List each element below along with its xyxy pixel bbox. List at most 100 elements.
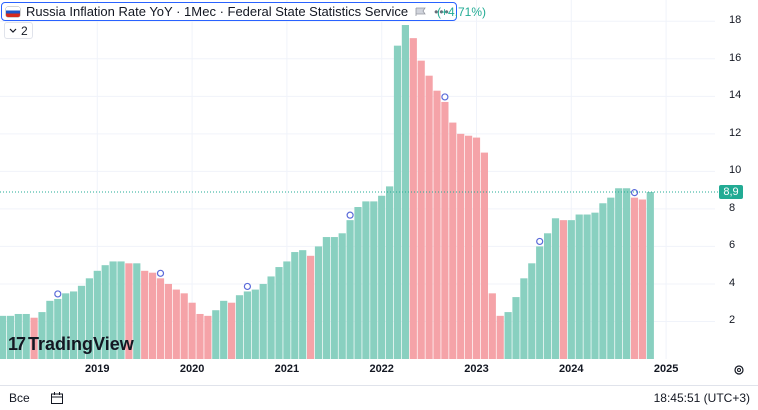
bar-56[interactable] — [441, 101, 449, 359]
bar-38[interactable] — [299, 250, 307, 359]
bar-57[interactable] — [449, 122, 457, 359]
bar-77[interactable] — [607, 197, 615, 359]
bar-1[interactable] — [6, 315, 14, 359]
bar-9[interactable] — [70, 291, 78, 359]
bar-42[interactable] — [330, 237, 338, 359]
event-marker-2024-09[interactable] — [630, 189, 639, 197]
bar-81[interactable] — [638, 199, 646, 359]
bar-44[interactable] — [346, 220, 354, 359]
bar-68[interactable] — [536, 246, 544, 359]
bar-20[interactable] — [156, 278, 165, 359]
bar-36[interactable] — [283, 261, 291, 359]
bar-63[interactable] — [496, 315, 504, 359]
bar-28[interactable] — [220, 300, 228, 359]
collapse-indicators-button[interactable]: 2 — [4, 22, 33, 39]
bar-2[interactable] — [14, 313, 22, 359]
bar-39[interactable] — [307, 255, 315, 359]
bar-21[interactable] — [164, 283, 172, 359]
clock-timezone[interactable]: 18:45:51 (UTC+3) — [653, 391, 750, 405]
bar-10[interactable] — [77, 285, 86, 359]
bar-59[interactable] — [465, 135, 473, 359]
bar-4[interactable] — [30, 317, 38, 359]
bar-79[interactable] — [623, 188, 631, 359]
bar-3[interactable] — [22, 313, 30, 359]
bar-74[interactable] — [583, 214, 591, 359]
bar-53[interactable] — [417, 60, 425, 360]
bar-75[interactable] — [591, 212, 599, 359]
bar-23[interactable] — [180, 293, 188, 359]
bar-76[interactable] — [599, 203, 607, 359]
bar-30[interactable] — [235, 295, 244, 359]
bar-18[interactable] — [141, 270, 149, 359]
bar-15[interactable] — [117, 261, 125, 359]
bar-13[interactable] — [101, 265, 109, 359]
range-all-button[interactable]: Все — [9, 391, 30, 405]
bar-26[interactable] — [204, 315, 212, 359]
bar-72[interactable] — [567, 220, 575, 359]
event-marker-2020-08[interactable] — [243, 282, 251, 291]
flag-marker-icon[interactable] — [414, 7, 428, 17]
bar-45[interactable] — [354, 207, 362, 359]
bar-69[interactable] — [544, 233, 552, 359]
bar-19[interactable] — [149, 272, 157, 359]
bar-11[interactable] — [85, 278, 93, 359]
calendar-icon[interactable] — [50, 391, 64, 405]
bar-8[interactable] — [62, 293, 70, 359]
event-marker-2019-09[interactable] — [156, 269, 165, 277]
bar-5[interactable] — [38, 312, 46, 359]
settings-gear-icon[interactable] — [733, 364, 745, 376]
bar-66[interactable] — [520, 278, 528, 359]
more-options-icon[interactable]: ••• — [434, 4, 450, 19]
bar-14[interactable] — [109, 261, 117, 359]
event-marker-2021-09[interactable] — [346, 211, 354, 219]
bar-64[interactable] — [504, 312, 512, 359]
bar-82[interactable] — [646, 192, 654, 359]
bar-62[interactable] — [488, 293, 496, 359]
event-marker-2018-08[interactable] — [54, 290, 62, 298]
bar-70[interactable] — [551, 218, 560, 359]
bar-80[interactable] — [630, 197, 639, 359]
bar-61[interactable] — [480, 152, 488, 359]
bar-24[interactable] — [188, 302, 196, 359]
bar-12[interactable] — [93, 270, 101, 359]
bar-41[interactable] — [322, 237, 330, 359]
bar-48[interactable] — [378, 195, 386, 359]
bar-17[interactable] — [133, 263, 141, 359]
event-marker-2023-09[interactable] — [536, 237, 544, 246]
chart-plot[interactable] — [0, 0, 758, 385]
bar-29[interactable] — [228, 302, 236, 359]
year-tick-label: 2019 — [85, 363, 110, 375]
event-marker-2022-09[interactable] — [441, 93, 449, 101]
bar-58[interactable] — [457, 133, 465, 359]
bar-32[interactable] — [251, 289, 259, 359]
bar-60[interactable] — [472, 137, 481, 359]
bar-37[interactable] — [291, 252, 299, 359]
bar-52[interactable] — [409, 38, 417, 360]
bar-16[interactable] — [125, 263, 133, 359]
bar-43[interactable] — [338, 233, 346, 359]
bar-71[interactable] — [559, 220, 567, 359]
bar-31[interactable] — [243, 291, 251, 359]
bar-73[interactable] — [575, 214, 583, 359]
bar-33[interactable] — [259, 283, 267, 359]
bar-35[interactable] — [275, 267, 283, 359]
bar-65[interactable] — [512, 297, 520, 359]
bar-54[interactable] — [425, 75, 433, 360]
legend[interactable]: Russia Inflation Rate YoY · 1Мес · Feder… — [1, 2, 457, 21]
bar-27[interactable] — [212, 310, 220, 359]
bar-78[interactable] — [615, 188, 623, 359]
bar-0[interactable] — [0, 315, 7, 359]
bar-50[interactable] — [393, 45, 402, 359]
bar-47[interactable] — [370, 201, 378, 359]
bar-6[interactable] — [46, 300, 54, 359]
bar-67[interactable] — [528, 263, 536, 359]
bar-34[interactable] — [267, 276, 275, 359]
bar-22[interactable] — [172, 289, 180, 359]
bar-46[interactable] — [362, 201, 370, 359]
tradingview-logo[interactable]: 17 TradingView — [8, 334, 134, 355]
bar-40[interactable] — [314, 246, 323, 359]
bar-25[interactable] — [196, 313, 204, 359]
bar-7[interactable] — [54, 298, 62, 359]
bar-49[interactable] — [386, 186, 394, 359]
bar-55[interactable] — [433, 90, 441, 359]
